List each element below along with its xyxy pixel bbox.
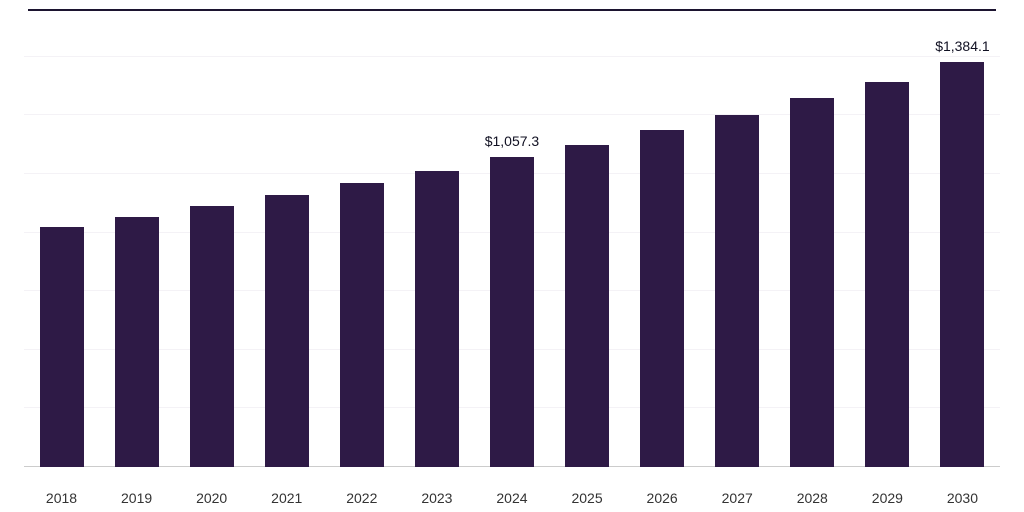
bar-2027: [715, 115, 760, 467]
bar-2023: [414, 170, 459, 467]
x-tick-2026: 2026: [646, 490, 678, 506]
bar-2018: [39, 226, 84, 467]
bar-slot-2027: [700, 10, 775, 467]
bar-2021: [264, 194, 309, 467]
bar-slot-2025: [550, 10, 625, 467]
bar-slot-2020: [174, 10, 249, 467]
bar-slot-2018: [24, 10, 99, 467]
plot-area: $1,057.3 $1,384.1: [24, 10, 1000, 467]
bar-2029: [865, 81, 910, 467]
x-tick-2030: 2030: [946, 490, 979, 506]
x-tick-2024: 2024: [496, 490, 528, 506]
bar-2024: [489, 157, 534, 467]
x-tick-2028: 2028: [796, 490, 828, 506]
bar-slot-2026: [625, 10, 700, 467]
x-tick-2025: 2025: [571, 490, 603, 506]
chart-top-border: [28, 9, 996, 11]
bar-slot-2029: [850, 10, 925, 467]
x-tick-2021: 2021: [271, 490, 303, 506]
data-label-2030: $1,384.1: [935, 37, 990, 54]
bar-slot-2022: [324, 10, 399, 467]
gridline: [24, 55, 1000, 57]
data-label-2024: $1,057.3: [484, 133, 540, 150]
x-tick-2022: 2022: [346, 490, 378, 506]
bar-2028: [790, 98, 835, 467]
bar-slot-2023: [399, 10, 474, 467]
bar-slot-2021: [249, 10, 324, 467]
x-tick-2027: 2027: [721, 490, 753, 506]
x-tick-2023: 2023: [421, 490, 453, 506]
x-tick-2020: 2020: [196, 490, 228, 506]
x-tick-2029: 2029: [871, 490, 903, 506]
bar-slot-2028: [775, 10, 850, 467]
bars-container: $1,057.3 $1,384.1: [24, 10, 1000, 467]
bar-slot-2019: [99, 10, 174, 467]
gridline: [24, 114, 1000, 116]
bar-slot-2024: $1,057.3: [474, 10, 549, 467]
bar-2026: [640, 130, 685, 467]
x-tick-2018: 2018: [45, 490, 78, 506]
bar-2030: [940, 61, 985, 467]
bar-2020: [189, 206, 234, 467]
bar-2022: [339, 182, 384, 467]
bar-slot-2030: $1,384.1: [925, 10, 1000, 467]
x-tick-2019: 2019: [121, 490, 153, 506]
x-axis-labels: 2018 2019 2020 2021 2022 2023 2024 2025 2026 2027…: [24, 490, 1000, 506]
bar-2019: [114, 216, 159, 467]
bar-2025: [565, 145, 610, 467]
